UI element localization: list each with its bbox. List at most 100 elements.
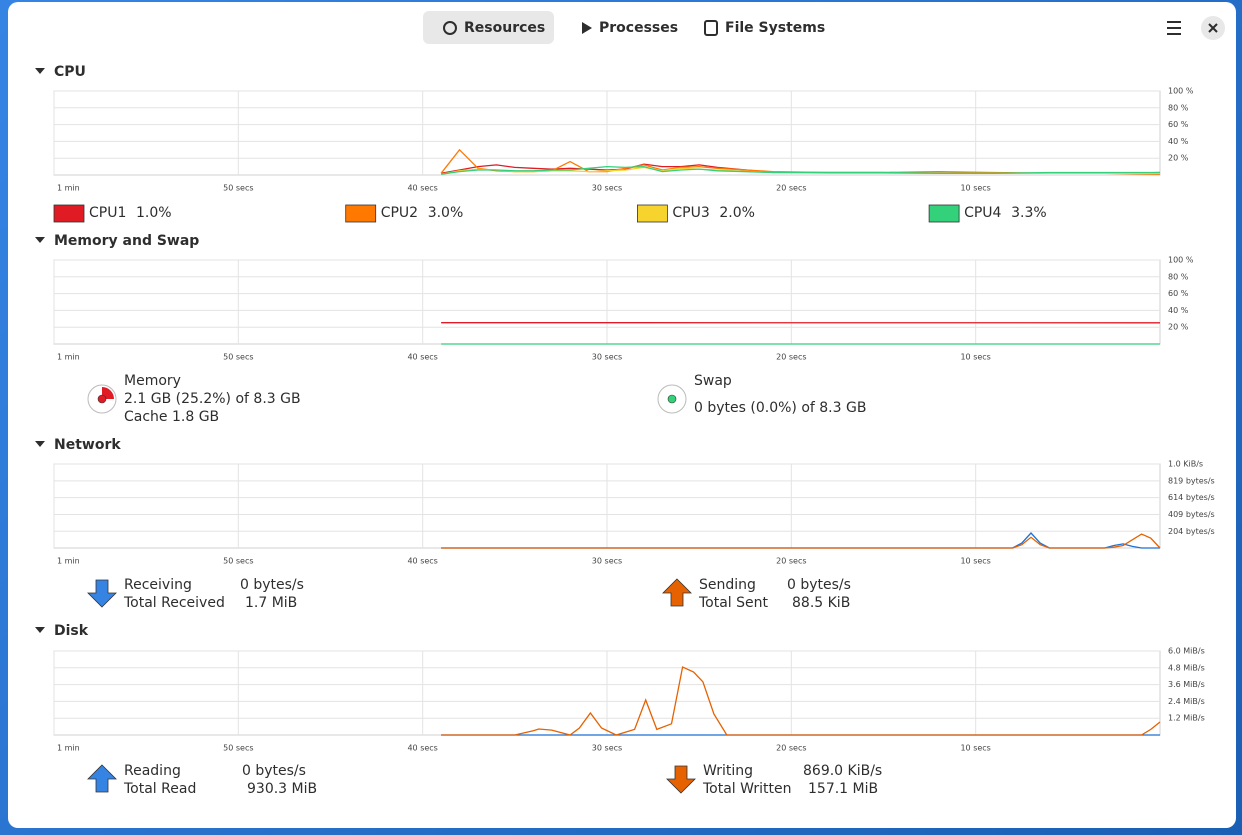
menu-button[interactable] bbox=[1167, 21, 1181, 35]
legend-swatch bbox=[637, 204, 668, 223]
y-tick-label: 20 % bbox=[1168, 154, 1189, 163]
section-title: Disk bbox=[54, 623, 89, 639]
fs-icon bbox=[704, 20, 718, 36]
close-icon bbox=[1208, 23, 1218, 33]
y-tick-label: 819 bytes/s bbox=[1168, 476, 1215, 485]
x-tick-label: 20 secs bbox=[776, 557, 806, 566]
x-tick-label: 50 secs bbox=[223, 744, 253, 753]
legend-swatch bbox=[345, 204, 377, 223]
x-tick-label: 10 secs bbox=[960, 744, 990, 753]
y-tick-label: 60 % bbox=[1168, 289, 1189, 298]
legend-name: Reading bbox=[124, 763, 181, 779]
legend-name: CPU2 bbox=[381, 205, 418, 221]
legend-value: 3.0% bbox=[428, 205, 464, 221]
series-line bbox=[441, 533, 1161, 549]
legend-rate: 0 bytes/s bbox=[242, 763, 306, 779]
legend-name: Writing bbox=[703, 763, 753, 779]
x-tick-label: 1 min bbox=[57, 557, 80, 566]
y-tick-label: 3.6 MiB/s bbox=[1168, 680, 1205, 689]
legend-total-label: Total Written bbox=[702, 781, 791, 797]
legend-name: Sending bbox=[699, 577, 756, 593]
arrow-icon bbox=[87, 579, 117, 608]
x-tick-label: 1 min bbox=[57, 353, 80, 362]
expander bbox=[35, 441, 45, 447]
legend-total-label: Total Read bbox=[123, 781, 196, 797]
x-tick-label: 40 secs bbox=[407, 184, 437, 193]
legend-name: CPU3 bbox=[672, 205, 709, 221]
x-tick-label: 20 secs bbox=[776, 184, 806, 193]
legend-swatch bbox=[53, 204, 85, 223]
section-title: Network bbox=[54, 437, 121, 453]
arrow-icon bbox=[87, 764, 117, 793]
x-tick-label: 10 secs bbox=[960, 557, 990, 566]
y-tick-label: 1.0 KiB/s bbox=[1168, 460, 1203, 469]
y-tick-label: 80 % bbox=[1168, 272, 1189, 281]
tab[interactable]: File Systems bbox=[725, 20, 825, 36]
y-tick-label: 409 bytes/s bbox=[1168, 510, 1215, 519]
arrow-icon bbox=[666, 765, 696, 794]
series-line bbox=[441, 165, 1160, 175]
x-tick-label: 20 secs bbox=[776, 744, 806, 753]
legend-value: 2.0% bbox=[719, 205, 755, 221]
legend-value: 1.0% bbox=[136, 205, 172, 221]
x-tick-label: 50 secs bbox=[223, 557, 253, 566]
x-tick-label: 50 secs bbox=[223, 353, 253, 362]
y-tick-label: 60 % bbox=[1168, 120, 1189, 129]
legend-total: 88.5 KiB bbox=[792, 595, 850, 611]
legend-rate: 869.0 KiB/s bbox=[803, 763, 882, 779]
y-tick-label: 100 % bbox=[1168, 87, 1194, 96]
legend-detail: Cache 1.8 GB bbox=[124, 409, 219, 425]
legend-total: 157.1 MiB bbox=[808, 781, 878, 797]
legend-value: 3.3% bbox=[1011, 205, 1047, 221]
legend-swatch bbox=[928, 204, 960, 223]
y-tick-label: 4.8 MiB/s bbox=[1168, 663, 1205, 672]
expander bbox=[35, 237, 45, 243]
y-tick-label: 2.4 MiB/s bbox=[1168, 697, 1205, 706]
legend-name: CPU4 bbox=[964, 205, 1001, 221]
x-tick-label: 1 min bbox=[57, 184, 80, 193]
usage-dot bbox=[667, 394, 677, 404]
x-tick-label: 40 secs bbox=[407, 557, 437, 566]
expander bbox=[35, 68, 45, 74]
y-tick-label: 40 % bbox=[1168, 137, 1189, 146]
resources-icon bbox=[443, 21, 457, 35]
legend-rate: 0 bytes/s bbox=[787, 577, 851, 593]
x-tick-label: 40 secs bbox=[407, 353, 437, 362]
legend-detail: 2.1 GB (25.2%) of 8.3 GB bbox=[124, 391, 301, 407]
x-tick-label: 40 secs bbox=[407, 744, 437, 753]
section-title: CPU bbox=[54, 64, 86, 80]
x-tick-label: 20 secs bbox=[776, 353, 806, 362]
active-tab-bg[interactable] bbox=[423, 11, 554, 44]
x-tick-label: 30 secs bbox=[592, 744, 622, 753]
tab[interactable]: Resources bbox=[464, 20, 545, 36]
legend-total: 930.3 MiB bbox=[247, 781, 317, 797]
processes-icon bbox=[582, 22, 592, 34]
y-tick-label: 1.2 MiB/s bbox=[1168, 714, 1205, 723]
x-tick-label: 30 secs bbox=[592, 184, 622, 193]
y-tick-label: 614 bytes/s bbox=[1168, 493, 1215, 502]
legend-name: Memory bbox=[124, 373, 181, 389]
legend-total-label: Total Received bbox=[123, 595, 225, 611]
y-tick-label: 100 % bbox=[1168, 256, 1194, 265]
legend-total-label: Total Sent bbox=[698, 595, 769, 611]
legend-rate: 0 bytes/s bbox=[240, 577, 304, 593]
section-title: Memory and Swap bbox=[54, 233, 199, 249]
x-tick-label: 50 secs bbox=[223, 184, 253, 193]
x-tick-label: 30 secs bbox=[592, 353, 622, 362]
x-tick-label: 10 secs bbox=[960, 184, 990, 193]
legend-detail: 0 bytes (0.0%) of 8.3 GB bbox=[694, 400, 866, 416]
series-line bbox=[441, 666, 1161, 736]
x-tick-label: 30 secs bbox=[592, 557, 622, 566]
x-tick-label: 1 min bbox=[57, 744, 80, 753]
y-tick-label: 20 % bbox=[1168, 323, 1189, 332]
arrow-icon bbox=[662, 578, 692, 607]
legend-name: Swap bbox=[694, 373, 732, 389]
expander bbox=[35, 627, 45, 633]
tab[interactable]: Processes bbox=[599, 20, 678, 36]
x-tick-label: 10 secs bbox=[960, 353, 990, 362]
legend-name: Receiving bbox=[124, 577, 192, 593]
legend-name: CPU1 bbox=[89, 205, 126, 221]
y-tick-label: 6.0 MiB/s bbox=[1168, 647, 1205, 656]
